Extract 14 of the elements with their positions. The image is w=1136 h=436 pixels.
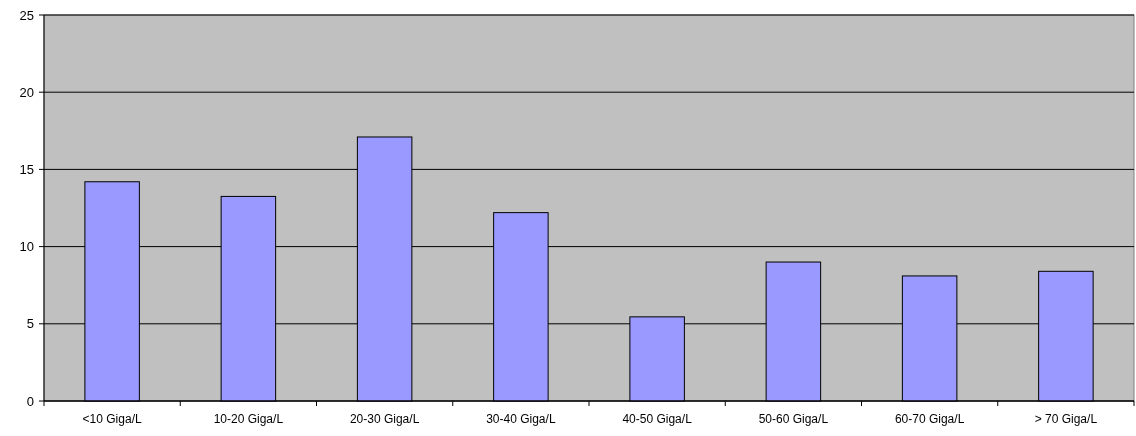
y-tick-label: 0 [26, 393, 34, 409]
y-tick-label: 10 [19, 239, 34, 255]
x-tick-label: 50-60 Giga/L [758, 412, 829, 426]
y-tick-label: 20 [19, 84, 34, 100]
y-tick-label: 25 [19, 7, 34, 23]
y-tick-label: 15 [19, 161, 34, 177]
x-tick-label: 60-70 Giga/L [894, 412, 965, 426]
y-tick-label: 5 [26, 316, 34, 332]
x-tick-label: 10-20 Giga/L [213, 412, 284, 426]
x-tick-label: 40-50 Giga/L [622, 412, 693, 426]
x-tick-label: > 70 Giga/L [1034, 412, 1098, 426]
x-tick-label: 30-40 Giga/L [486, 412, 556, 426]
x-tick-label: 20-30 Giga/L [349, 412, 420, 426]
x-tick-label: <10 Giga/L [82, 412, 142, 426]
